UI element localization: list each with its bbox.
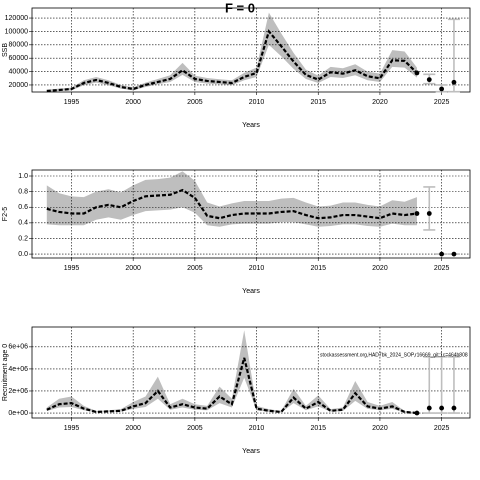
x-tick-label: 2015 [310,425,326,432]
x-tick-label: 2005 [187,99,203,106]
projection-interval [435,355,448,414]
x-tick-label: 2015 [310,265,326,272]
y-tick-label: 1.0 [18,173,28,180]
projection-interval [447,355,460,414]
projection-interval [423,186,436,231]
x-tick-label: 2005 [187,425,203,432]
x-tick-label: 1995 [64,265,80,272]
y-tick-label: 2e+06 [8,388,28,395]
projection-point [439,405,445,411]
last-point [414,410,420,416]
x-tick-label: 2020 [372,265,388,272]
y-tick-label: 0e+00 [8,410,28,417]
x-tick-label: 2015 [310,99,326,106]
y-tick-label: 4e+06 [8,366,28,373]
y-tick-label: 0.4 [18,220,28,227]
y-tick-label: 0.8 [18,188,28,195]
estimate-line [46,29,418,93]
y-tick-label: 20000 [9,82,29,89]
projection-interval [447,18,460,93]
projection-point [426,211,432,216]
y-tick-label: 40000 [9,68,29,75]
x-tick-label: 2020 [372,99,388,106]
y-tick-label: 0.0 [18,251,28,258]
x-tick-label: 2010 [249,99,265,106]
x-tick-label: 2025 [434,425,450,432]
confidence-band [46,12,417,93]
projection-interval [423,355,436,414]
projection-point [451,79,457,85]
projection-point [439,86,445,92]
x-tick-label: 1995 [64,425,80,432]
annotation: stockassessment.org,HAD7bk_2024_SOP,r166… [320,352,468,358]
projection-point [426,405,432,411]
x-axis-label: Years [242,122,260,129]
x-tick-label: 2020 [372,425,388,432]
x-tick-label: 2025 [434,265,450,272]
projection-point [451,251,457,257]
x-tick-label: 2000 [125,425,141,432]
y-axis-label: Recruitment age 0 [2,344,9,401]
y-axis-label: F2-5 [2,207,9,222]
y-tick-label: 0.2 [18,235,28,242]
plot-frame [31,7,471,93]
y-tick-label: 6e+06 [8,344,28,351]
projection-point [426,77,432,83]
y-tick-label: 80000 [9,42,29,49]
y-tick-label: 120000 [5,15,28,22]
x-tick-label: 2025 [434,99,450,106]
x-tick-label: 2005 [187,265,203,272]
x-tick-label: 2000 [125,265,141,272]
y-axis-label: SSB [2,43,9,57]
plot-frame [31,326,471,419]
x-tick-label: 2010 [249,265,265,272]
confidence-band [46,171,417,227]
plot-frame [31,169,471,259]
x-tick-label: 2000 [125,99,141,106]
x-tick-label: 2010 [249,425,265,432]
last-point [414,211,420,216]
y-tick-label: 0.6 [18,204,28,211]
projection-point [439,251,445,257]
x-axis-label: Years [242,448,260,455]
estimate-line [46,188,418,220]
projection-point [451,405,457,411]
x-tick-label: 1995 [64,99,80,106]
y-tick-label: 100000 [5,28,28,35]
x-axis-label: Years [242,288,260,295]
y-tick-label: 60000 [9,55,29,62]
last-point [414,70,420,76]
estimate-line [46,357,418,415]
